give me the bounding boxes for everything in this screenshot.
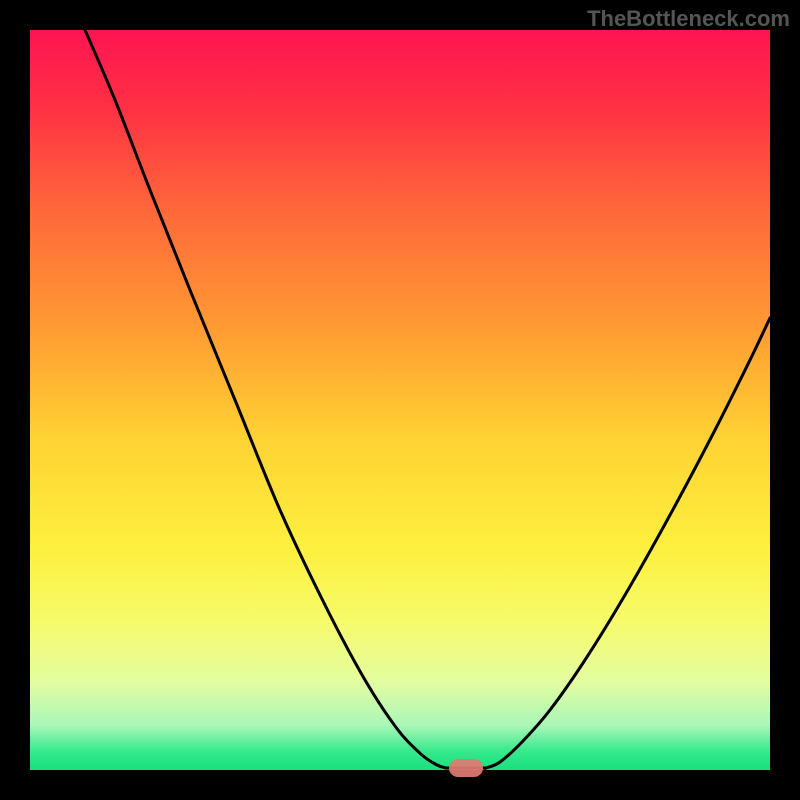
watermark-text: TheBottleneck.com [587, 6, 790, 32]
chart-container: TheBottleneck.com [0, 0, 800, 800]
bottleneck-chart-svg [30, 30, 770, 770]
optimal-point-marker [449, 759, 483, 777]
plot-area [30, 30, 770, 770]
gradient-background [30, 30, 770, 770]
